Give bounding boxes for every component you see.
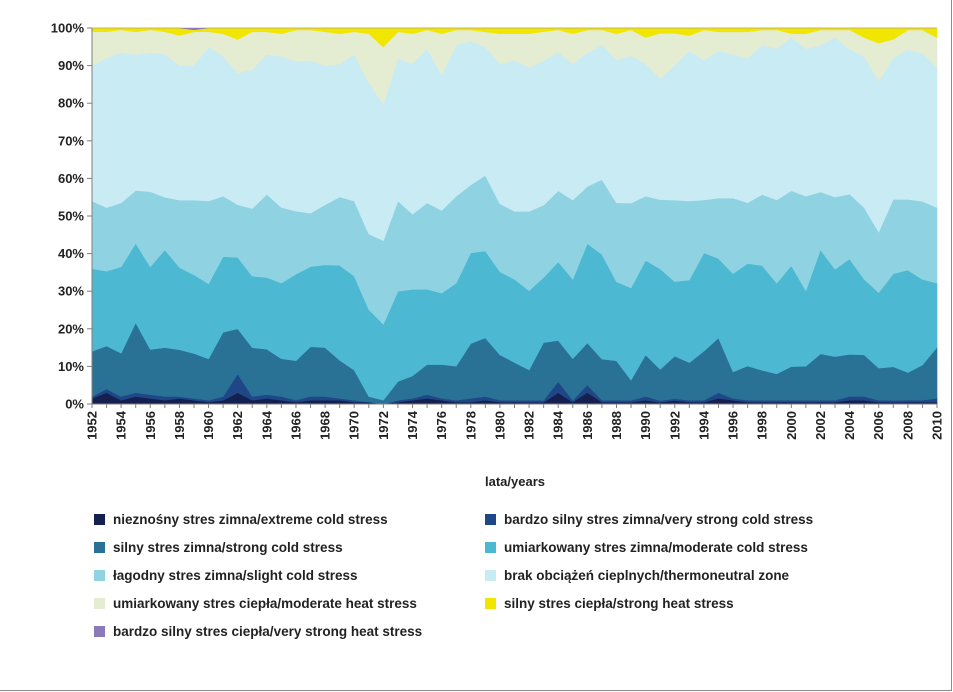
x-tick-label: 1954: [114, 410, 129, 440]
x-tick-label: 1960: [201, 411, 216, 440]
x-tick-label: 1958: [172, 411, 187, 440]
x-tick-label: 2002: [813, 411, 828, 440]
x-tick-label: 1974: [405, 410, 420, 440]
y-tick-label: 30%: [58, 284, 84, 299]
x-tick-label: 1976: [434, 411, 449, 440]
legend-swatch: [94, 542, 105, 553]
legend-label: nieznośny stres zimna/extreme cold stres…: [113, 512, 388, 527]
x-tick-label: 1978: [463, 411, 478, 440]
legend-item: nieznośny stres zimna/extreme cold stres…: [94, 512, 388, 527]
area-series-9: [92, 27, 937, 31]
x-tick-label: 1952: [85, 411, 100, 440]
legend-swatch: [485, 598, 496, 609]
legend-item: umiarkowany stres zimna/moderate cold st…: [485, 540, 808, 555]
x-tick-label: 1970: [347, 411, 362, 440]
chart-areas: [91, 27, 938, 405]
legend-label: brak obciążeń cieplnych/thermoneutral zo…: [504, 568, 790, 583]
legend-swatch: [485, 514, 496, 525]
y-axis-ticks: 0% 10% 20% 30% 40% 50% 60% 70% 80% 90% 100%: [51, 21, 92, 412]
x-tick-label: 1990: [638, 411, 653, 440]
legend-item: umiarkowany stres ciepła/moderate heat s…: [94, 596, 417, 611]
y-tick-label: 50%: [58, 209, 84, 224]
legend-swatch: [94, 570, 105, 581]
x-tick-label: 1998: [755, 411, 770, 440]
x-tick-label: 2008: [900, 411, 915, 440]
legend-label: umiarkowany stres zimna/moderate cold st…: [504, 540, 808, 555]
y-tick-label: 40%: [58, 246, 84, 261]
y-tick-label: 10%: [58, 359, 84, 374]
x-tick-label: 1986: [580, 411, 595, 440]
legend-item: silny stres ciepła/strong heat stress: [485, 596, 734, 611]
legend-label: silny stres zimna/strong cold stress: [113, 540, 343, 555]
x-tick-label: 2000: [784, 411, 799, 440]
legend-item: łagodny stres zimna/slight cold stress: [94, 568, 358, 583]
y-tick-label: 60%: [58, 171, 84, 186]
x-tick-label: 1992: [667, 411, 682, 440]
x-tick-label: 1982: [522, 411, 537, 440]
x-tick-label: 1988: [609, 411, 624, 440]
legend-label: bardzo silny stres zimna/very strong col…: [504, 512, 814, 527]
y-tick-label: 90%: [58, 58, 84, 73]
x-tick-label: 2006: [871, 411, 886, 440]
x-tick-label: 1980: [492, 411, 507, 440]
x-tick-label: 1964: [259, 410, 274, 440]
legend-label: łagodny stres zimna/slight cold stress: [113, 568, 358, 583]
legend-item: bardzo silny stres ciepła/very strong he…: [94, 624, 422, 639]
y-tick-label: 100%: [51, 21, 85, 36]
x-tick-label: 1968: [318, 411, 333, 440]
y-tick-label: 80%: [58, 96, 84, 111]
y-tick-label: 70%: [58, 133, 84, 148]
legend-item: silny stres zimna/strong cold stress: [94, 540, 343, 555]
x-tick-label: 1994: [696, 410, 711, 440]
x-tick-label: 2004: [842, 410, 857, 440]
legend-item: brak obciążeń cieplnych/thermoneutral zo…: [485, 568, 789, 583]
legend-swatch: [94, 514, 105, 525]
legend-label: umiarkowany stres ciepła/moderate heat s…: [113, 596, 417, 611]
legend-label: bardzo silny stres ciepła/very strong he…: [113, 624, 423, 639]
x-tick-label: 1972: [376, 411, 391, 440]
x-axis-label: lata/years: [485, 474, 545, 489]
legend-label: silny stres ciepła/strong heat stress: [504, 596, 734, 611]
legend-swatch: [94, 598, 105, 609]
legend-swatch: [94, 626, 105, 637]
legend-swatch: [485, 542, 496, 553]
y-tick-label: 0%: [65, 397, 84, 412]
x-tick-label: 1956: [143, 411, 158, 440]
legend-swatch: [485, 570, 496, 581]
x-tick-label: 1966: [288, 411, 303, 440]
x-tick-label: 1984: [551, 410, 566, 440]
x-tick-label: 1996: [726, 411, 741, 440]
y-tick-label: 20%: [58, 321, 84, 336]
legend-item: bardzo silny stres zimna/very strong col…: [485, 512, 813, 527]
x-axis-ticks: 1952 1954 1956 1958 1960 1962 1964 1966 1968 1970…: [85, 404, 945, 440]
x-tick-label: 2010: [930, 411, 945, 440]
x-tick-label: 1962: [230, 411, 245, 440]
